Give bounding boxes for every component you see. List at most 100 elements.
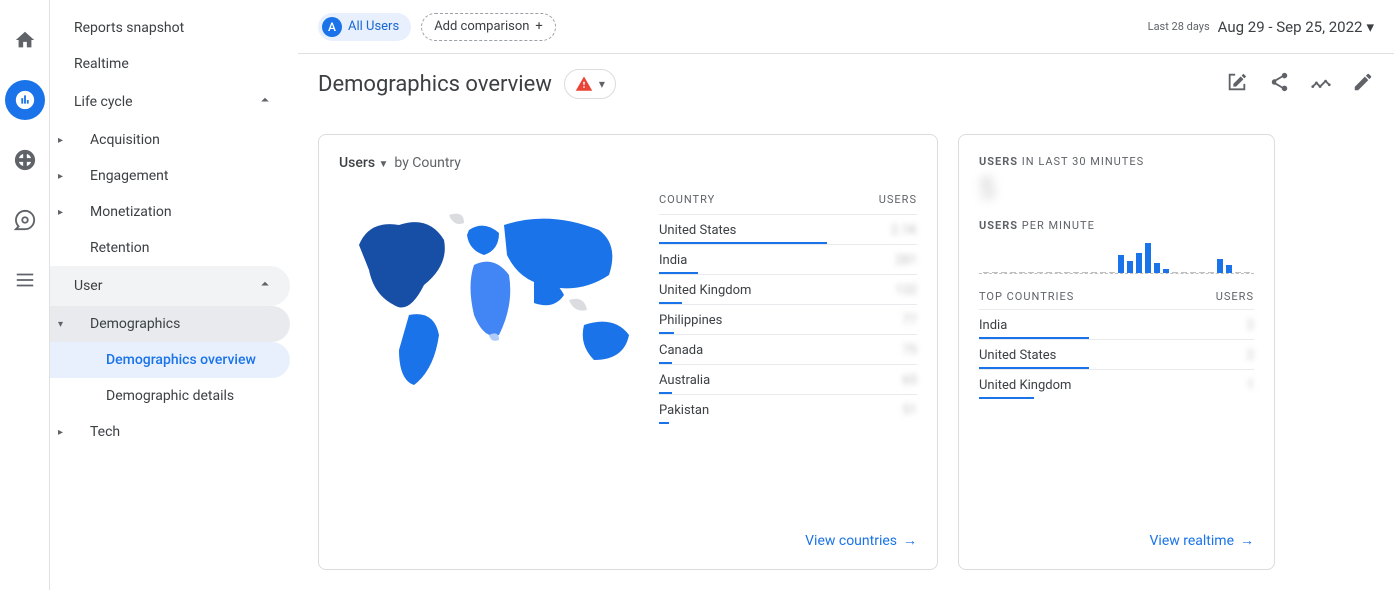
- chevron-right-icon: ▸: [58, 135, 63, 146]
- spark-bar: [1163, 269, 1169, 273]
- country-value: 2: [1247, 318, 1254, 333]
- share-icon[interactable]: [1268, 71, 1290, 97]
- sidebar-monetization[interactable]: ▸Monetization: [50, 194, 290, 230]
- chevron-down-icon: ▼: [379, 159, 389, 170]
- country-name: United Kingdom: [659, 283, 895, 298]
- spark-bar: [1190, 272, 1196, 273]
- spark-bar: [1226, 265, 1232, 273]
- insights-icon[interactable]: [1310, 71, 1332, 97]
- sidebar-item-label: Monetization: [90, 204, 172, 220]
- spark-bar: [1118, 255, 1124, 273]
- spark-bar: [1001, 272, 1007, 273]
- country-value: 1: [1247, 378, 1254, 393]
- country-value: 281: [895, 253, 917, 268]
- spark-bar: [1073, 272, 1079, 273]
- sidebar-demographics[interactable]: ▾Demographics: [50, 306, 290, 342]
- table-row[interactable]: United States2: [979, 339, 1254, 369]
- sidebar-item-label: Tech: [90, 424, 120, 440]
- view-countries-link[interactable]: View countries →: [805, 532, 917, 549]
- period-label: Last 28 days: [1148, 20, 1210, 33]
- sidebar-group-lifecycle[interactable]: Life cycle: [50, 82, 290, 122]
- table-header: COUNTRY USERS: [659, 185, 917, 214]
- chevron-right-icon: ▸: [58, 171, 63, 182]
- advertising-icon[interactable]: [5, 200, 45, 240]
- page-title: Demographics overview: [318, 72, 552, 97]
- sidebar-reports-snapshot[interactable]: Reports snapshot: [50, 10, 290, 46]
- table-row[interactable]: Philippines77: [659, 304, 917, 334]
- home-icon[interactable]: [5, 20, 45, 60]
- spark-bar: [1145, 243, 1151, 273]
- sidebar-item-label: Engagement: [90, 168, 168, 184]
- data-quality-warning-chip[interactable]: ▾: [564, 69, 616, 99]
- spark-bar: [1109, 272, 1115, 273]
- configure-icon[interactable]: [5, 260, 45, 300]
- chip-badge: A: [322, 17, 342, 37]
- edit-icon[interactable]: [1352, 71, 1374, 97]
- spark-bar: [1154, 263, 1160, 273]
- title-actions: [1226, 71, 1374, 97]
- table-row[interactable]: India2: [979, 309, 1254, 339]
- topbar: A All Users Add comparison + Last 28 day…: [298, 0, 1394, 54]
- sidebar-realtime[interactable]: Realtime: [50, 46, 290, 82]
- cards-row: Users ▼ by Country: [298, 114, 1394, 590]
- customize-report-icon[interactable]: [1226, 71, 1248, 97]
- title-row: Demographics overview ▾: [298, 54, 1394, 114]
- realtime-big-value: 5: [979, 172, 1254, 205]
- metric-label: Users: [339, 155, 375, 171]
- col-country: COUNTRY: [659, 193, 879, 206]
- sidebar-engagement[interactable]: ▸ Engagement: [50, 158, 290, 194]
- spark-bar: [1028, 272, 1034, 273]
- table-row[interactable]: India281: [659, 244, 917, 274]
- all-users-chip[interactable]: A All Users: [318, 13, 411, 41]
- bar-indicator: [979, 397, 1034, 399]
- spark-bar: [1235, 272, 1241, 273]
- country-value: 77: [902, 313, 917, 328]
- plus-icon: +: [535, 19, 542, 34]
- link-text: View countries: [805, 533, 897, 549]
- country-table: COUNTRY USERS United States2.1KIndia281U…: [659, 185, 917, 518]
- country-name: Australia: [659, 373, 902, 388]
- sidebar-acquisition[interactable]: ▸Acquisition: [50, 122, 290, 158]
- country-value: 51: [902, 403, 917, 418]
- spark-bar: [1136, 253, 1142, 273]
- table-row[interactable]: Canada75: [659, 334, 917, 364]
- spark-bar: [992, 272, 998, 273]
- spark-bar: [1055, 272, 1061, 273]
- sidebar-demographic-details[interactable]: Demographic details: [50, 378, 290, 414]
- country-value: 132: [895, 283, 917, 298]
- country-name: Canada: [659, 343, 902, 358]
- world-map: [339, 185, 649, 405]
- sidebar-retention[interactable]: Retention: [50, 230, 290, 266]
- country-name: Pakistan: [659, 403, 902, 418]
- spark-bar: [1091, 272, 1097, 273]
- date-range-picker[interactable]: Aug 29 - Sep 25, 2022 ▾: [1218, 18, 1374, 36]
- arrow-right-icon: →: [903, 532, 917, 549]
- view-realtime-link[interactable]: View realtime →: [1150, 532, 1254, 549]
- sidebar-tech[interactable]: ▸ Tech: [50, 414, 290, 450]
- realtime-card: USERS IN LAST 30 MINUTES 5 USERS PER MIN…: [958, 134, 1275, 570]
- table-row[interactable]: United Kingdom1: [979, 369, 1254, 399]
- chevron-down-icon: ▾: [599, 77, 605, 91]
- table-row[interactable]: Pakistan51: [659, 394, 917, 424]
- reports-icon[interactable]: [5, 80, 45, 120]
- group-label: Life cycle: [74, 94, 133, 110]
- table-row[interactable]: United Kingdom132: [659, 274, 917, 304]
- metric-selector[interactable]: Users ▼: [339, 155, 388, 171]
- card-header: Users ▼ by Country: [339, 155, 917, 171]
- table-row[interactable]: United States2.1K: [659, 214, 917, 244]
- card-footer: View countries →: [339, 518, 917, 550]
- spark-bar: [1244, 272, 1250, 273]
- sidebar-demographics-overview[interactable]: Demographics overview: [50, 342, 290, 378]
- sidebar-item-label: Reports snapshot: [74, 20, 184, 36]
- label-strong: USERS: [979, 219, 1018, 232]
- users-by-country-card: Users ▼ by Country: [318, 134, 938, 570]
- sidebar-group-user[interactable]: User: [50, 266, 290, 306]
- explore-icon[interactable]: [5, 140, 45, 180]
- table-row[interactable]: Australia65: [659, 364, 917, 394]
- add-comparison-button[interactable]: Add comparison +: [421, 13, 556, 41]
- chevron-right-icon: ▸: [58, 427, 63, 438]
- spark-bar: [1037, 272, 1043, 273]
- bar-indicator: [659, 422, 669, 424]
- realtime-label: USERS IN LAST 30 MINUTES: [979, 155, 1254, 168]
- country-value: 2: [1247, 348, 1254, 363]
